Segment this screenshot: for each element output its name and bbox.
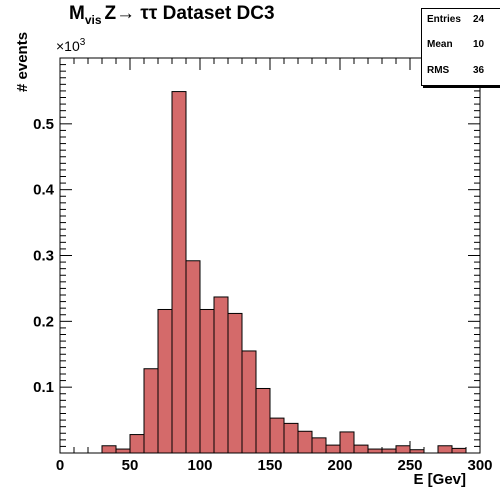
chart-title: Mvis Z→ ττ Dataset DC3 <box>69 3 275 27</box>
histogram-bar <box>241 350 257 454</box>
y-tick-label: 0.5 <box>33 116 54 133</box>
histogram-bar <box>157 308 173 454</box>
histogram-bar <box>283 422 299 454</box>
stats-box: Entries 24 Mean 10 RMS 36 <box>421 8 500 86</box>
histogram-bar <box>227 312 243 454</box>
x-tick-label: 250 <box>397 457 422 474</box>
histogram-bar <box>367 448 383 454</box>
multiplier-exp: 3 <box>79 37 86 48</box>
histogram-bar <box>353 444 369 454</box>
stats-rms-value: 36 <box>473 65 485 76</box>
x-tick-label: 200 <box>327 457 352 474</box>
histogram-bar <box>199 308 215 454</box>
x-tick-label: 150 <box>257 457 282 474</box>
x-axis-ticks: 0 50 100 150 200 250 300 <box>56 58 493 474</box>
y-tick-label: 0.3 <box>33 248 54 265</box>
histogram-bar <box>451 447 467 454</box>
histogram-bar <box>171 91 187 454</box>
histogram-bar <box>115 448 131 454</box>
stats-mean-value: 10 <box>473 39 485 50</box>
histogram-bar <box>381 448 397 454</box>
histogram-bar <box>437 445 453 454</box>
histogram-bars <box>101 91 467 454</box>
histogram-bar <box>269 417 285 454</box>
x-axis-label: E [Gev] <box>413 471 466 488</box>
histogram-bar <box>143 368 159 454</box>
y-tick-label: 0.1 <box>33 379 54 396</box>
x-tick-label: 0 <box>56 457 64 474</box>
stats-entries-label: Entries <box>427 14 461 25</box>
x-tick-label: 300 <box>467 457 492 474</box>
stats-mean-label: Mean <box>427 39 453 50</box>
y-tick-label: 0.2 <box>33 313 54 330</box>
x-tick-label: 100 <box>187 457 212 474</box>
title-sub: vis <box>84 13 102 27</box>
x-tick-label: 50 <box>122 457 139 474</box>
histogram-bar <box>311 437 327 454</box>
stats-row-mean: Mean 10 <box>427 39 500 53</box>
title-main: M <box>69 3 85 24</box>
stats-entries-value: 24 <box>473 14 485 25</box>
histogram-bar <box>129 434 145 454</box>
histogram-bar <box>395 445 411 454</box>
stats-row-entries: Entries 24 <box>427 14 500 28</box>
y-axis-label: # events <box>14 31 31 92</box>
histogram-bar <box>185 260 201 454</box>
histogram-bar <box>339 431 355 454</box>
histogram-bar <box>325 444 341 454</box>
histogram-bar <box>255 387 271 454</box>
y-tick-label: 0.4 <box>33 182 55 199</box>
stats-row-rms: RMS 36 <box>427 65 500 79</box>
title-rest: Z→ ττ Dataset DC3 <box>104 3 275 24</box>
multiplier-base: ×10 <box>56 38 80 54</box>
histogram-bar <box>213 296 229 454</box>
histogram-bar <box>297 430 313 454</box>
histogram-bar <box>101 445 117 454</box>
stats-rms-label: RMS <box>427 65 450 76</box>
y-axis-multiplier: ×103 <box>56 37 85 54</box>
